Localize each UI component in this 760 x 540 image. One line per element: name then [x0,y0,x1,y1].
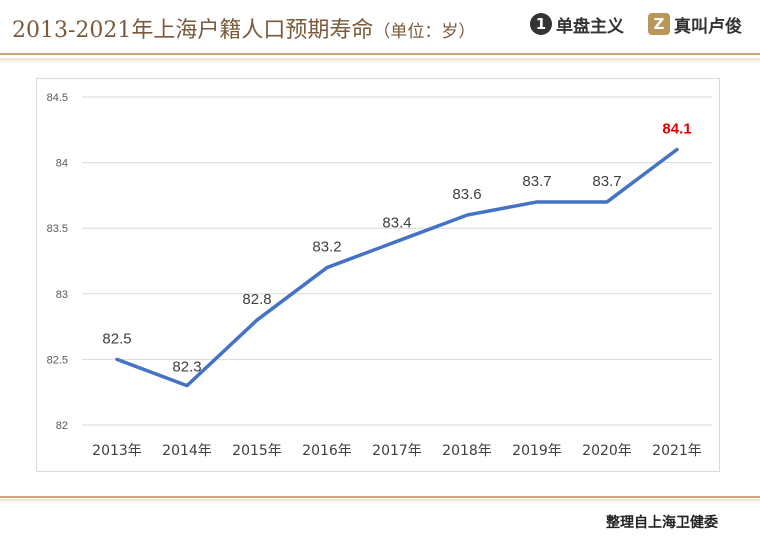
data-label: 83.2 [312,239,341,256]
x-tick-label: 2021年 [652,443,702,459]
source-note: 整理自上海卫健委 [606,515,718,531]
x-tick-label: 2016年 [302,443,352,459]
data-label: 83.7 [522,173,551,190]
series-line-layer [115,147,679,388]
x-tick-label: 2014年 [162,443,212,459]
gridlines [82,96,712,426]
chart-frame [36,78,720,472]
x-tick-label: 2018年 [442,443,492,459]
footer-divider-shadow [0,499,760,503]
data-label: 82.8 [242,291,271,308]
x-tick-label: 2017年 [372,443,422,459]
data-label: 83.4 [382,214,411,231]
brand-1-label: 单盘主义 [556,16,624,37]
chart-title: 2013-2021年上海户籍人口预期寿命（单位：岁） [12,12,475,44]
x-tick-label: 2013年 [92,443,142,459]
data-labels: 82.5 82.3 82.8 83.2 83.4 83.6 83.7 83.7 84.1 [102,120,691,375]
footer-divider [0,496,760,498]
chart-title-main: 2013-2021年上海户籍人口预期寿命 [12,18,374,43]
data-label: 83.6 [452,186,481,203]
y-tick-label: 84.5 [47,92,68,104]
x-tick-label: 2015年 [232,443,282,459]
data-label: 82.3 [172,359,201,376]
brand-logo-1: 1 单盘主义 [530,11,624,37]
brand-logo-2: Z 真叫卢俊 [648,11,742,37]
brand-1-badge-icon: 1 [530,13,552,35]
y-tick-label: 83.5 [47,223,68,235]
y-tick-label: 82 [56,420,68,432]
header-divider [0,53,760,55]
series-line [115,147,679,388]
y-tick-label: 84 [56,158,68,170]
data-label: 83.7 [592,173,621,190]
chart-title-unit: （单位：岁） [373,22,476,42]
x-axis-ticks: 2013年 2014年 2015年 2016年 2017年 2018年 2019年 2020年… [92,443,702,459]
x-tick-label: 2019年 [512,443,562,459]
x-tick-label: 2020年 [582,443,632,459]
data-label: 84.1 [662,120,691,137]
brand-2-label: 真叫卢俊 [674,16,742,37]
header-divider-shadow [0,58,760,64]
y-tick-label: 82.5 [47,354,68,366]
y-tick-label: 83 [56,289,68,301]
y-axis-ticks: 82 82.5 83 83.5 84 84.5 [47,92,68,432]
data-label: 82.5 [102,330,131,347]
brand-2-badge-icon: Z [648,13,670,35]
